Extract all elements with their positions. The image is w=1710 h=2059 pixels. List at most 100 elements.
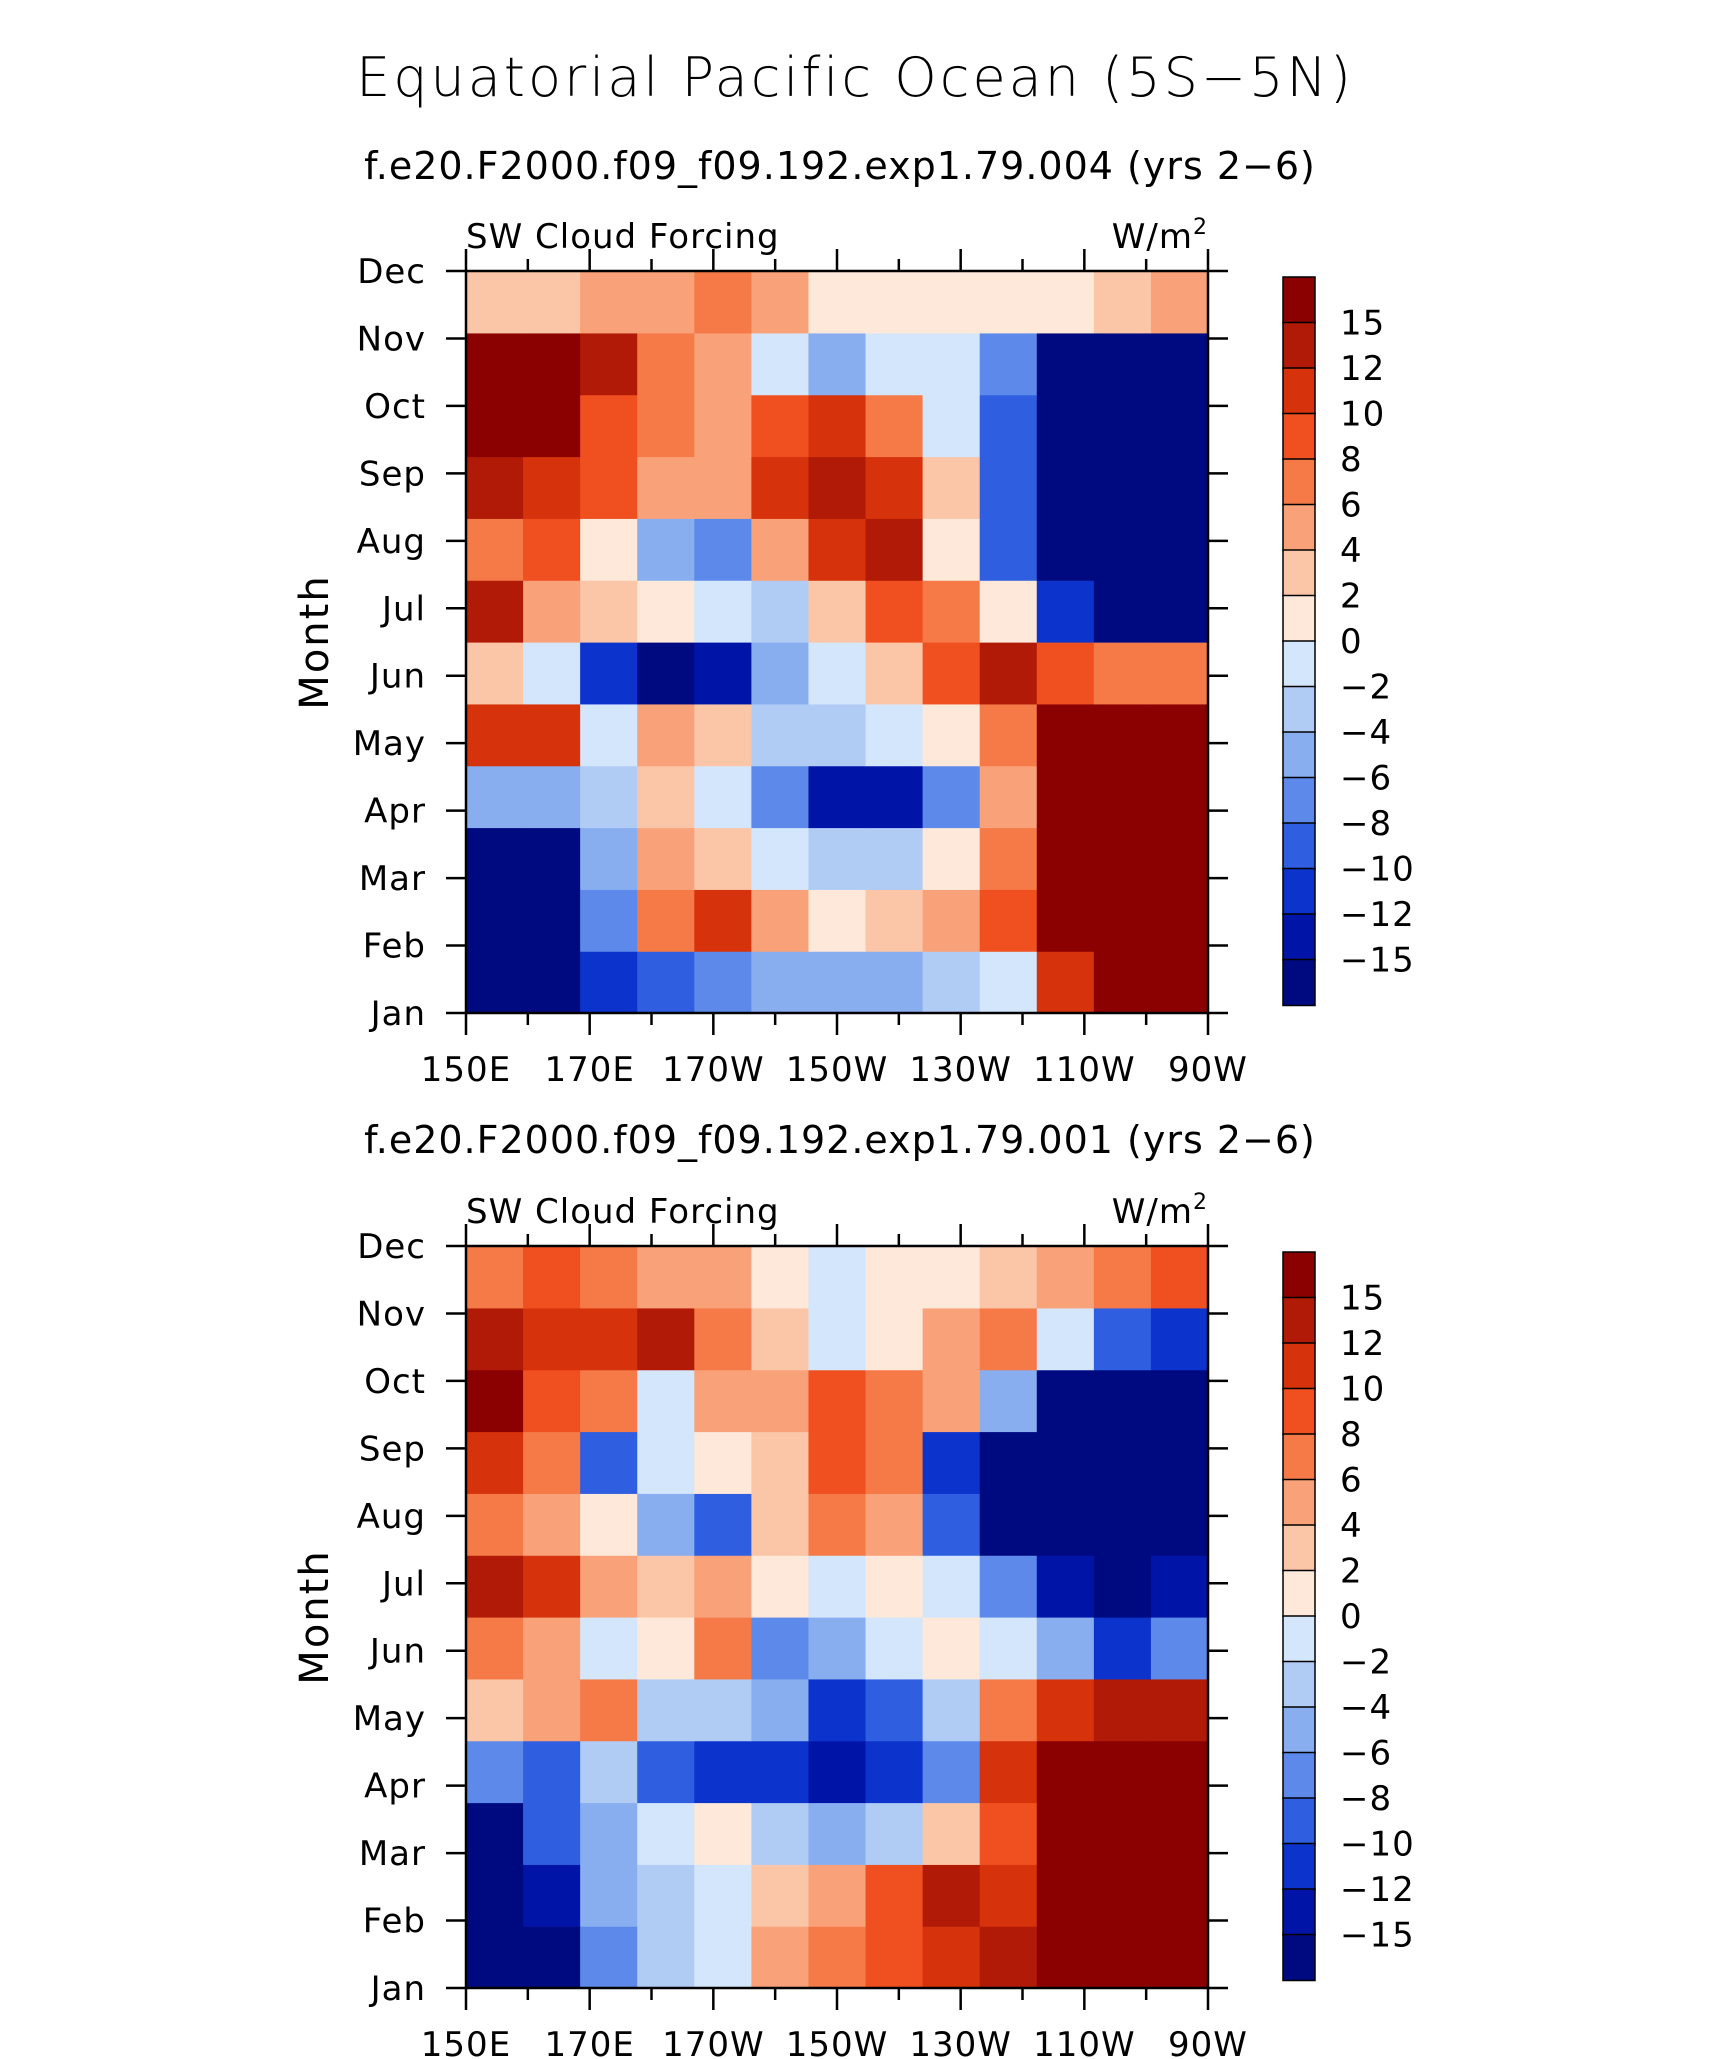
heatmap-cell bbox=[922, 827, 981, 890]
heatmap-cell bbox=[979, 1926, 1038, 1989]
heatmap-cell bbox=[1093, 1926, 1152, 1989]
colorbar-label: −12 bbox=[1340, 895, 1415, 935]
heatmap-cell bbox=[1036, 889, 1095, 952]
colorbar-label: 0 bbox=[1340, 622, 1363, 662]
heatmap-cell bbox=[637, 1493, 695, 1556]
panel-subtitle: f.e20.F2000.f09_f09.192.exp1.79.001 (yrs… bbox=[364, 1118, 1316, 1162]
heatmap-cell bbox=[751, 827, 810, 890]
heatmap-cell bbox=[637, 1740, 695, 1804]
heatmap-cell bbox=[808, 518, 867, 581]
heatmap-cell bbox=[580, 1369, 638, 1433]
colorbar-swatch bbox=[1282, 685, 1316, 734]
heatmap-cell bbox=[808, 1493, 867, 1556]
heatmap-cell bbox=[808, 456, 867, 519]
heatmap-cell bbox=[1036, 1555, 1095, 1618]
colorbar-label: −8 bbox=[1340, 804, 1392, 844]
colorbar-swatch bbox=[1282, 367, 1316, 415]
heatmap-cell bbox=[865, 1617, 924, 1680]
heatmap-cell bbox=[751, 1678, 810, 1742]
colorbar-label: 8 bbox=[1340, 1415, 1363, 1455]
y-tick-label: Jan bbox=[369, 994, 426, 1034]
y-tick-label: Jul bbox=[380, 1564, 426, 1604]
heatmap-cell bbox=[523, 1926, 581, 1989]
heatmap-cell bbox=[865, 1864, 924, 1927]
heatmap-cell bbox=[637, 456, 695, 519]
heatmap-cell bbox=[1093, 951, 1152, 1014]
y-tick-label: Apr bbox=[364, 1767, 426, 1807]
heatmap-cell bbox=[694, 765, 752, 829]
x-tick-label: 170W bbox=[662, 1050, 765, 1090]
heatmap-cell bbox=[1036, 1678, 1095, 1742]
heatmap-cell bbox=[466, 456, 524, 519]
colorbar-label: 2 bbox=[1340, 577, 1363, 617]
heatmap-cell bbox=[808, 1740, 867, 1804]
colorbar-swatch bbox=[1282, 412, 1316, 461]
heatmap-cell bbox=[694, 1307, 752, 1371]
heatmap-cell bbox=[922, 703, 981, 767]
heatmap-cell bbox=[979, 1307, 1038, 1371]
heatmap-cell bbox=[523, 889, 581, 952]
heatmap-cell bbox=[694, 1802, 752, 1865]
colorbar-label: −12 bbox=[1340, 1870, 1415, 1910]
heatmap-cell bbox=[694, 1617, 752, 1680]
x-tick-label: 150E bbox=[421, 1050, 511, 1090]
heatmap-cell bbox=[637, 332, 695, 396]
heatmap-cell bbox=[979, 1555, 1038, 1618]
heatmap-cell bbox=[865, 518, 924, 581]
heatmap-cell bbox=[466, 1802, 524, 1865]
x-tick-label: 90W bbox=[1168, 1050, 1248, 1090]
heatmap-cell bbox=[1093, 580, 1152, 643]
heatmap-cell bbox=[1093, 332, 1152, 396]
heatmap-cell bbox=[808, 580, 867, 643]
heatmap-cell bbox=[751, 456, 810, 519]
heatmap-cell bbox=[979, 827, 1038, 890]
heatmap-cell bbox=[1093, 271, 1152, 334]
heatmap-cell bbox=[523, 332, 581, 396]
heatmap-cell bbox=[1036, 332, 1095, 396]
heatmap-cell bbox=[979, 456, 1038, 519]
heatmap-cell bbox=[865, 456, 924, 519]
heatmap-cell bbox=[466, 951, 524, 1014]
heatmap-cell bbox=[466, 1926, 524, 1989]
heatmap-cell bbox=[922, 1307, 981, 1371]
heatmap-cell bbox=[523, 1617, 581, 1680]
variable-label: SW Cloud Forcing bbox=[466, 217, 780, 257]
heatmap-cell bbox=[979, 951, 1038, 1014]
colorbar-label: 15 bbox=[1340, 1279, 1385, 1319]
heatmap-cell bbox=[979, 889, 1038, 952]
heatmap-cell bbox=[1093, 1617, 1152, 1680]
heatmap-cell bbox=[1150, 456, 1209, 519]
heatmap-cell bbox=[1093, 827, 1152, 890]
heatmap-cell bbox=[466, 1678, 524, 1742]
heatmap-cell bbox=[1150, 1246, 1209, 1309]
colorbar-swatch bbox=[1282, 1615, 1316, 1663]
heatmap-cell bbox=[922, 332, 981, 396]
heatmap-cell bbox=[751, 1246, 810, 1309]
heatmap-cell bbox=[466, 1431, 524, 1494]
heatmap-cell bbox=[580, 456, 638, 519]
heatmap-cell bbox=[751, 703, 810, 767]
heatmap-cell bbox=[694, 1864, 752, 1927]
heatmap-cell bbox=[523, 456, 581, 519]
heatmap-cell bbox=[523, 1369, 581, 1433]
heatmap-cell bbox=[751, 271, 810, 334]
heatmap-cell bbox=[523, 1493, 581, 1556]
colorbar-swatch bbox=[1282, 640, 1316, 688]
colorbar-label: −4 bbox=[1340, 1688, 1392, 1728]
heatmap-cell bbox=[637, 642, 695, 705]
heatmap-cell bbox=[523, 765, 581, 829]
colorbar-label: 6 bbox=[1340, 486, 1363, 526]
x-tick-label: 170E bbox=[544, 1050, 634, 1090]
heatmap-cell bbox=[637, 951, 695, 1014]
colorbar-swatch bbox=[1282, 731, 1316, 779]
heatmap-cell bbox=[466, 827, 524, 890]
heatmap-cell bbox=[1150, 1307, 1209, 1371]
heatmap-cell bbox=[580, 271, 638, 334]
heatmap-cell bbox=[580, 1802, 638, 1865]
heatmap-cell bbox=[694, 271, 752, 334]
heatmap-cell bbox=[1150, 1864, 1209, 1927]
heatmap-cell bbox=[637, 1555, 695, 1618]
heatmap-cell bbox=[1150, 1617, 1209, 1680]
units-exponent: 2 bbox=[1193, 215, 1208, 240]
units-exponent: 2 bbox=[1193, 1190, 1208, 1215]
